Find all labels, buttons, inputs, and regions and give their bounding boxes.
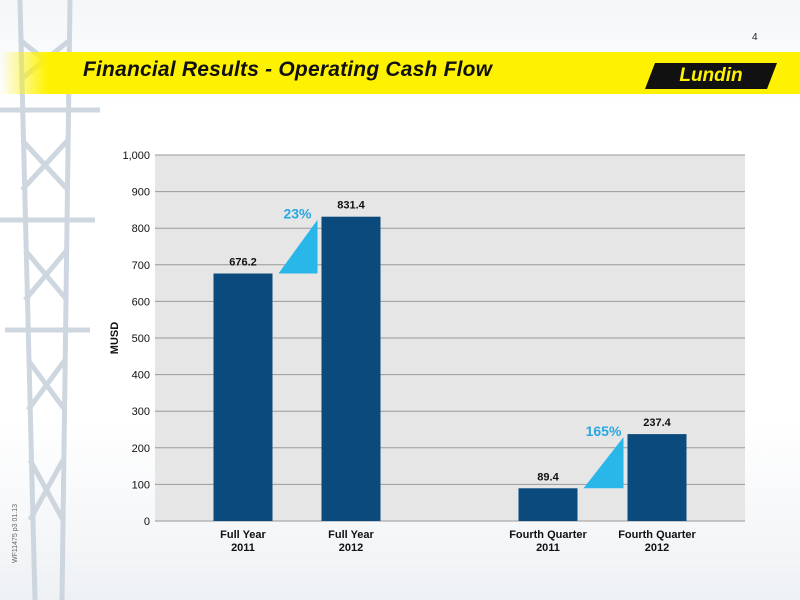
y-tick-label: 700: [132, 260, 150, 272]
data-label: 676.2: [229, 257, 257, 269]
data-label: 237.4: [643, 417, 671, 429]
lundin-logo: Lundin: [645, 63, 777, 89]
y-tick-label: 300: [132, 406, 150, 418]
page-title: Financial Results - Operating Cash Flow: [83, 58, 493, 81]
category-label: Full Year: [328, 529, 374, 541]
growth-arrow: [583, 437, 624, 489]
category-label: Fourth Quarter: [509, 529, 587, 541]
oil-rig-background: [0, 0, 100, 600]
data-label: 831.4: [337, 200, 365, 212]
category-label: 2012: [339, 542, 363, 554]
y-tick-label: 900: [132, 187, 150, 199]
category-label: 2011: [536, 542, 560, 554]
y-tick-label: 400: [132, 370, 150, 382]
growth-label: 165%: [586, 423, 622, 439]
y-tick-label: 600: [132, 296, 150, 308]
category-label: 2011: [231, 542, 255, 554]
category-label: Full Year: [220, 529, 266, 541]
y-tick-label: 100: [132, 479, 150, 491]
bar: [321, 216, 381, 522]
y-tick-label: 1,000: [122, 150, 150, 162]
data-label: 89.4: [537, 471, 559, 483]
bar: [518, 488, 578, 521]
growth-label: 23%: [283, 206, 312, 222]
y-tick-label: 200: [132, 443, 150, 455]
growth-arrow: [278, 219, 318, 274]
logo-text: Lundin: [679, 65, 743, 86]
y-tick-label: 800: [132, 223, 150, 235]
y-tick-label: 500: [132, 333, 150, 345]
page-number: 4: [752, 32, 758, 43]
bar: [213, 273, 273, 521]
category-label: 2012: [645, 542, 669, 554]
category-label: Fourth Quarter: [618, 529, 696, 541]
y-tick-label: 0: [144, 516, 150, 528]
bar: [627, 434, 687, 521]
y-axis-label: MUSD: [109, 322, 121, 354]
